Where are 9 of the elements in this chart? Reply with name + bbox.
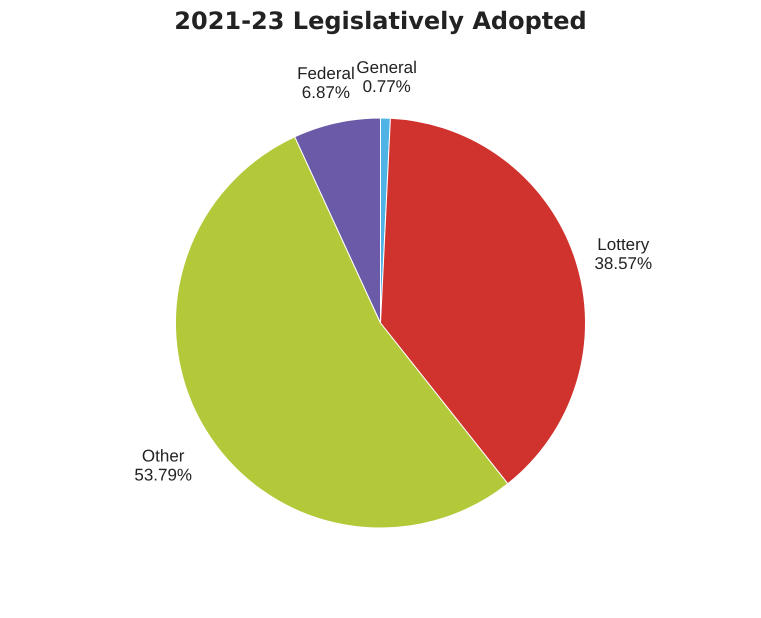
slice-label: General	[356, 58, 417, 78]
data-label: 0.77%	[362, 77, 411, 96]
slice-label: Federal	[297, 64, 355, 83]
data-label: 53.79%	[134, 465, 192, 484]
chart-title: 2021-23 Legislatively Adopted	[174, 7, 587, 35]
data-label: 38.57%	[594, 254, 652, 274]
data-label: 6.87%	[302, 82, 350, 102]
slice-label: Other	[142, 446, 185, 466]
slice-label: Lottery	[597, 235, 650, 254]
